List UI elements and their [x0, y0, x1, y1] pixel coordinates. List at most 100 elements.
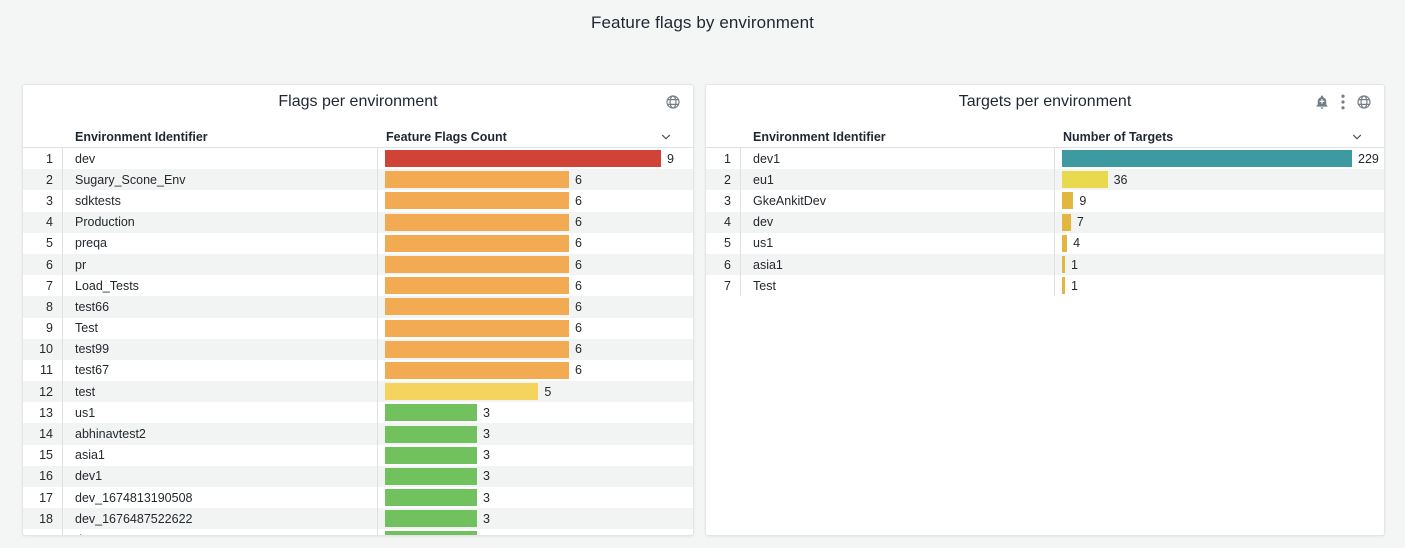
bar-gauge-track: 5: [385, 383, 661, 401]
environment-identifier-cell: us1: [741, 232, 1055, 254]
panel-header[interactable]: Targets per environment: [706, 85, 1384, 119]
column-header-environment-identifier[interactable]: Environment Identifier: [75, 129, 208, 144]
bar-gauge-track: 3: [385, 425, 661, 443]
value-gauge-cell: 3: [378, 423, 693, 444]
environment-identifier-cell: Sugary_Scone_Env: [63, 169, 378, 191]
globe-icon[interactable]: [1356, 94, 1372, 110]
table-row: 16 dev1 3: [23, 465, 693, 487]
dashboard-panels: Flags per environment Environment Identi…: [22, 84, 1385, 536]
table-row: 10 test99 6: [23, 338, 693, 360]
bar-gauge-track: 3: [385, 531, 661, 535]
column-header-number-of-targets[interactable]: Number of Targets: [1055, 130, 1384, 144]
table-body: 1 dev 9 2 Sugary_Scone_Env 6 3 sdktests 6 4 Produc…: [23, 148, 693, 535]
value-gauge-cell: 3: [378, 402, 693, 423]
table-row: 18 dev_1676487522622 3: [23, 508, 693, 530]
value-gauge-cell: 6: [378, 233, 693, 254]
value-gauge-cell: 6: [378, 275, 693, 296]
bar-value-label: 6: [575, 236, 582, 251]
bar-value-label: 9: [1079, 193, 1087, 208]
bar-gauge: [385, 256, 569, 274]
panel-title: Targets per environment: [958, 93, 1132, 110]
environment-identifier-cell: asia1: [63, 444, 378, 466]
value-gauge-cell: 6: [378, 212, 693, 233]
bar-gauge: [385, 467, 477, 485]
environment-identifier-cell: asia1: [741, 253, 1055, 276]
bar-gauge-track: 6: [385, 319, 661, 337]
table-header: Environment Identifier Feature Flags Cou…: [23, 126, 693, 148]
environment-identifier-cell: test: [63, 381, 378, 403]
row-number: 2: [706, 169, 741, 191]
bar-gauge-track: 3: [385, 489, 661, 507]
globe-icon[interactable]: [665, 94, 681, 110]
table-row: 1 dev1 229: [706, 148, 1384, 170]
bar-value-label: 6: [575, 363, 582, 378]
kebab-menu-icon[interactable]: [1341, 94, 1345, 110]
environment-identifier-cell: Production: [63, 211, 378, 233]
environment-identifier-cell: dev: [741, 211, 1055, 233]
bar-value-label: 3: [483, 427, 490, 442]
bar-gauge-track: 3: [385, 510, 661, 528]
value-gauge-cell: 6: [378, 296, 693, 317]
bar-gauge-track: 6: [385, 340, 661, 358]
value-gauge-cell: 3: [378, 466, 693, 487]
environment-identifier-cell: test99: [63, 338, 378, 360]
value-gauge-cell: 1: [1055, 254, 1384, 275]
row-number: 15: [23, 444, 63, 466]
panel-targets-per-environment: Targets per environment: [705, 84, 1385, 536]
bar-value-label: 6: [575, 172, 582, 187]
environment-identifier-cell: dev_1676487546612: [63, 529, 378, 535]
environment-identifier-cell: test66: [63, 296, 378, 318]
panel-title: Flags per environment: [278, 93, 438, 110]
environment-identifier-cell: Test: [741, 275, 1055, 297]
row-number: 19: [23, 529, 63, 535]
bar-gauge-track: 36: [1062, 171, 1352, 189]
environment-identifier-cell: GkeAnkitDev: [741, 190, 1055, 212]
table-row: 7 Load_Tests 6: [23, 275, 693, 297]
table-row: 8 test66 6: [23, 296, 693, 318]
row-number: 2: [23, 169, 63, 191]
bar-gauge: [385, 192, 569, 210]
bar-gauge-track: 3: [385, 446, 661, 464]
bar-gauge-track: 3: [385, 467, 661, 485]
bar-gauge: [1062, 192, 1074, 210]
chevron-down-icon[interactable]: [1350, 130, 1364, 144]
bar-value-label: 3: [483, 511, 490, 526]
bar-gauge: [385, 277, 569, 295]
environment-identifier-cell: us1: [63, 402, 378, 424]
value-gauge-cell: 3: [378, 445, 693, 466]
bar-gauge-track: 3: [385, 404, 661, 422]
table-row: 1 dev 9: [23, 148, 693, 170]
alert-bell-icon[interactable]: [1314, 94, 1330, 110]
chevron-down-icon[interactable]: [659, 130, 673, 144]
value-gauge-cell: 5: [378, 381, 693, 402]
bar-value-label: 6: [575, 215, 582, 230]
bar-gauge-track: 9: [385, 150, 674, 168]
bar-gauge-track: 6: [385, 213, 661, 231]
bar-value-label: 6: [575, 342, 582, 357]
value-gauge-cell: 3: [378, 487, 693, 508]
bar-gauge-track: 6: [385, 298, 661, 316]
column-header-feature-flags-count[interactable]: Feature Flags Count: [378, 130, 693, 144]
value-gauge-cell: 6: [378, 190, 693, 211]
value-gauge-cell: 6: [378, 339, 693, 360]
panel-header[interactable]: Flags per environment: [23, 85, 693, 119]
bar-value-label: 3: [483, 448, 490, 463]
table-row: 4 Production 6: [23, 211, 693, 233]
table-row: 19dev_1676487546612 3: [23, 529, 693, 535]
bar-gauge: [1062, 234, 1068, 252]
table-row: 3 GkeAnkitDev 9: [706, 190, 1384, 212]
page-title: Feature flags by environment: [591, 13, 814, 32]
table-row: 2 Sugary_Scone_Env 6: [23, 169, 693, 191]
bar-value-label: 6: [575, 321, 582, 336]
row-number: 6: [706, 253, 741, 276]
table-row: 4 dev 7: [706, 211, 1384, 233]
table-row: 5 preqa 6: [23, 232, 693, 254]
environment-identifier-cell: eu1: [741, 169, 1055, 191]
bar-gauge: [385, 383, 539, 401]
column-header-environment-identifier[interactable]: Environment Identifier: [753, 129, 886, 144]
bar-gauge-track: 1: [1062, 277, 1352, 295]
bar-gauge-track: 6: [385, 192, 661, 210]
row-number: 8: [23, 296, 63, 318]
value-gauge-cell: 6: [378, 254, 693, 275]
row-number: 4: [23, 211, 63, 233]
